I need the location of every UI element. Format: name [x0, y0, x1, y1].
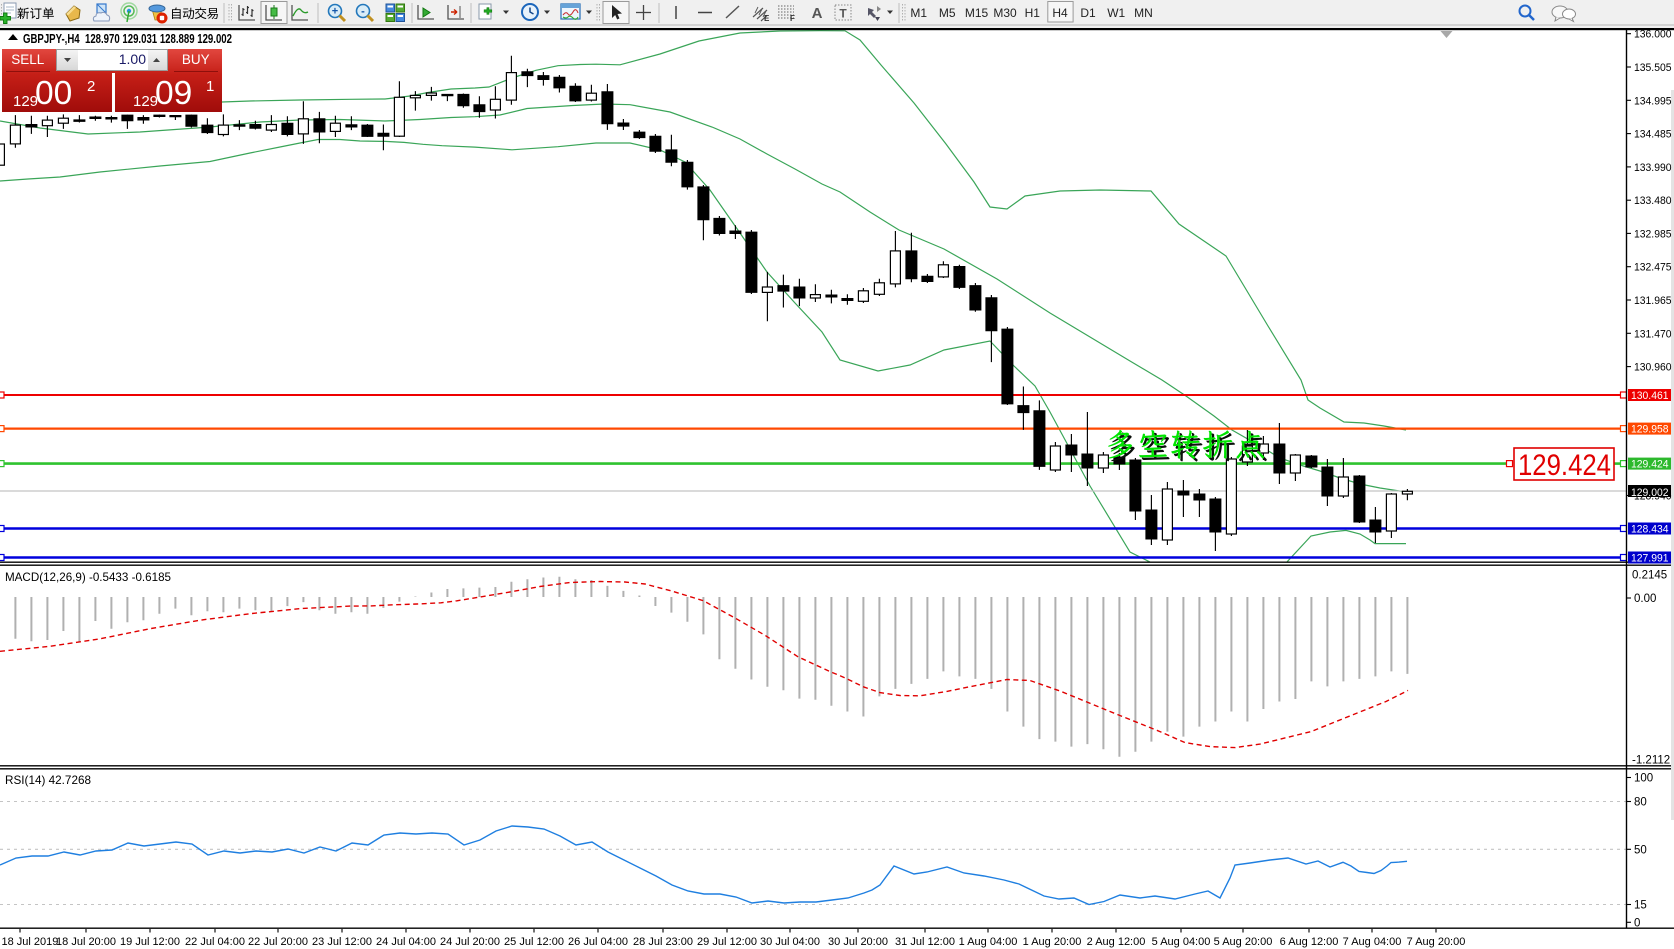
- svg-text:H4: H4: [1052, 6, 1068, 20]
- svg-text:134.485: 134.485: [1634, 129, 1672, 141]
- svg-text:135.505: 135.505: [1634, 62, 1672, 74]
- svg-text:80: 80: [1634, 797, 1647, 809]
- svg-text:H1: H1: [1025, 6, 1041, 20]
- svg-text:30 Jul 04:00: 30 Jul 04:00: [760, 936, 820, 948]
- svg-text:127.991: 127.991: [1631, 553, 1669, 565]
- svg-text:23 Jul 12:00: 23 Jul 12:00: [312, 936, 372, 948]
- svg-text:W1: W1: [1107, 6, 1125, 20]
- svg-text:+: +: [332, 6, 338, 18]
- svg-text:1 Aug 04:00: 1 Aug 04:00: [959, 936, 1018, 948]
- svg-text:129: 129: [133, 93, 158, 110]
- svg-text:M30: M30: [993, 6, 1017, 20]
- svg-text:129: 129: [13, 93, 38, 110]
- svg-text:131.470: 131.470: [1634, 328, 1672, 340]
- svg-text:2: 2: [87, 78, 95, 95]
- svg-text:100: 100: [1634, 773, 1653, 785]
- svg-text:M1: M1: [910, 6, 927, 20]
- svg-text:18 Jul 2019: 18 Jul 2019: [2, 936, 59, 948]
- svg-text:129.002: 129.002: [1631, 487, 1669, 499]
- svg-text:GBPJPY-,H4 128.970 129.031 12: GBPJPY-,H4 128.970 129.031 128.889 129.0…: [23, 31, 232, 46]
- svg-text:31 Jul 12:00: 31 Jul 12:00: [895, 936, 955, 948]
- svg-text:133.480: 133.480: [1634, 195, 1672, 207]
- svg-text:130.960: 130.960: [1634, 362, 1672, 374]
- svg-text:134.995: 134.995: [1634, 95, 1672, 107]
- svg-text:132.475: 132.475: [1634, 262, 1672, 274]
- svg-text:2 Aug 12:00: 2 Aug 12:00: [1087, 936, 1146, 948]
- svg-text:26 Jul 04:00: 26 Jul 04:00: [568, 936, 628, 948]
- svg-text:0.2145: 0.2145: [1632, 570, 1667, 582]
- svg-text:F: F: [790, 14, 795, 23]
- svg-text:29 Jul 12:00: 29 Jul 12:00: [697, 936, 757, 948]
- svg-text:18 Jul 20:00: 18 Jul 20:00: [56, 936, 116, 948]
- svg-text:7 Aug 04:00: 7 Aug 04:00: [1343, 936, 1402, 948]
- svg-text:128.434: 128.434: [1631, 524, 1669, 536]
- svg-text:D1: D1: [1080, 6, 1096, 20]
- svg-text:28 Jul 23:00: 28 Jul 23:00: [633, 936, 693, 948]
- svg-text:-1.2112: -1.2112: [1632, 755, 1670, 767]
- svg-text:133.990: 133.990: [1634, 162, 1672, 174]
- svg-text:5 Aug 20:00: 5 Aug 20:00: [1214, 936, 1273, 948]
- svg-text:RSI(14) 42.7268: RSI(14) 42.7268: [5, 773, 91, 787]
- svg-text:129.958: 129.958: [1631, 424, 1669, 436]
- svg-text:131.965: 131.965: [1634, 295, 1672, 307]
- svg-text:5 Aug 04:00: 5 Aug 04:00: [1152, 936, 1211, 948]
- svg-text:7 Aug 20:00: 7 Aug 20:00: [1407, 936, 1466, 948]
- svg-text:E: E: [764, 14, 770, 23]
- svg-text:132.985: 132.985: [1634, 228, 1672, 240]
- svg-text:50: 50: [1634, 844, 1647, 856]
- svg-text:0.00: 0.00: [1634, 593, 1656, 605]
- svg-text:15: 15: [1634, 900, 1647, 912]
- svg-text:A: A: [812, 5, 823, 22]
- svg-text:1 Aug 20:00: 1 Aug 20:00: [1023, 936, 1082, 948]
- svg-text:129.424: 129.424: [1631, 459, 1669, 471]
- svg-text:24 Jul 20:00: 24 Jul 20:00: [440, 936, 500, 948]
- svg-text:129.424: 129.424: [1518, 449, 1611, 482]
- svg-text:09: 09: [155, 75, 192, 112]
- svg-text:0: 0: [1634, 917, 1640, 929]
- svg-text:22 Jul 20:00: 22 Jul 20:00: [248, 936, 308, 948]
- svg-text:M15: M15: [965, 6, 989, 20]
- svg-text:130.461: 130.461: [1631, 390, 1669, 402]
- svg-text:24 Jul 04:00: 24 Jul 04:00: [376, 936, 436, 948]
- svg-text:1: 1: [206, 78, 214, 95]
- svg-text:22 Jul 04:00: 22 Jul 04:00: [185, 936, 245, 948]
- svg-text:19 Jul 12:00: 19 Jul 12:00: [120, 936, 180, 948]
- svg-text:MN: MN: [1134, 6, 1153, 20]
- svg-text:M5: M5: [939, 6, 956, 20]
- svg-text:MACD(12,26,9) -0.5433 -0.6185: MACD(12,26,9) -0.5433 -0.6185: [5, 570, 171, 584]
- svg-text:-: -: [361, 6, 365, 18]
- svg-text:30 Jul 20:00: 30 Jul 20:00: [828, 936, 888, 948]
- svg-text:136.000: 136.000: [1634, 29, 1672, 41]
- svg-text:25 Jul 12:00: 25 Jul 12:00: [504, 936, 564, 948]
- svg-text:6 Aug 12:00: 6 Aug 12:00: [1280, 936, 1339, 948]
- svg-text:00: 00: [35, 75, 72, 112]
- svg-text:T: T: [839, 7, 847, 21]
